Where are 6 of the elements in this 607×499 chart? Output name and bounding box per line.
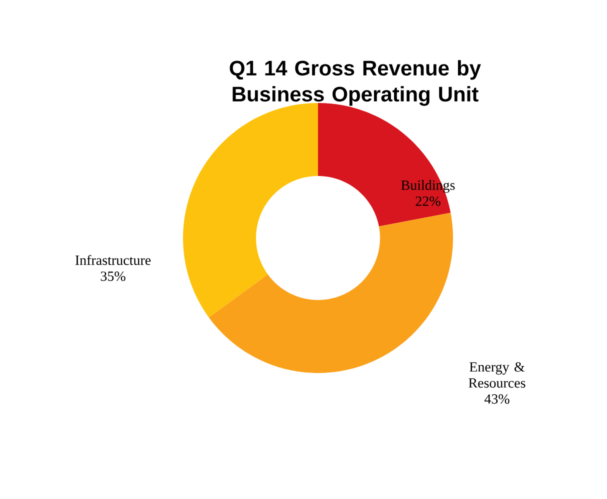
slice-label: Infrastructure — [75, 254, 151, 265]
data-label: 22% — [416, 196, 440, 206]
chart-title: Q1 14 Gross Revenue by Business Operating Unit — [230, 60, 481, 106]
data-label: 43% — [484, 394, 510, 404]
slice-label: Energy & Resources — [468, 362, 526, 388]
data-label: 35% — [100, 272, 126, 282]
